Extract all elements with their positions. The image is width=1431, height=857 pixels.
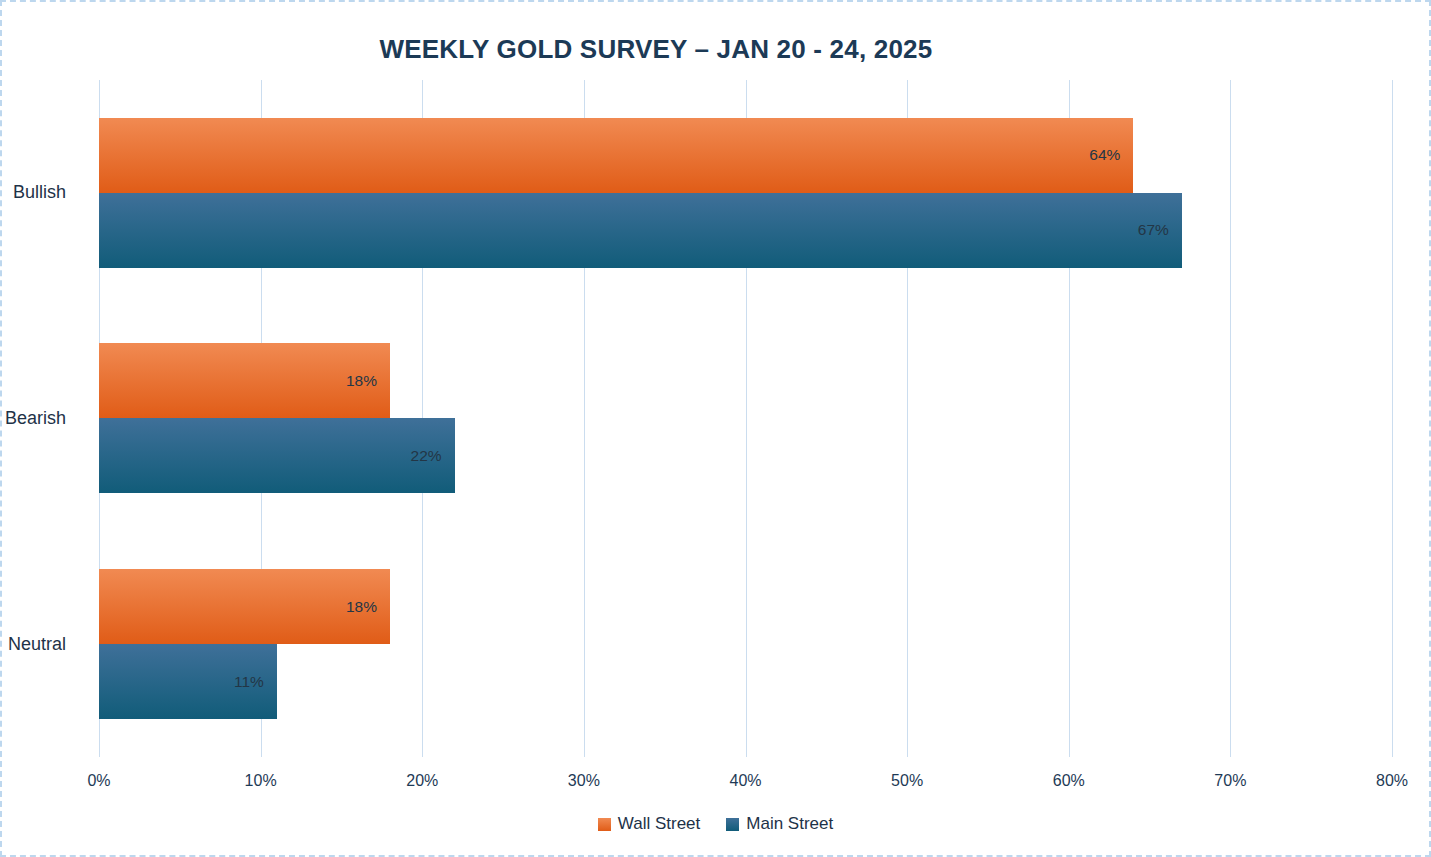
x-axis-tick-label: 40% (729, 772, 761, 790)
category-band-bearish: 18% 22% (99, 306, 1392, 532)
legend-swatch-wall-street (598, 818, 611, 831)
legend: Wall Street Main Street (2, 814, 1429, 834)
x-axis: 0%10%20%30%40%50%60%70%80% (99, 772, 1392, 794)
x-axis-tick-label: 0% (87, 772, 110, 790)
category-axis: BullishBearishNeutral (2, 80, 82, 757)
bar-main-street-bullish: 67% (99, 193, 1182, 268)
legend-item-wall-street: Wall Street (598, 814, 701, 834)
legend-item-main-street: Main Street (726, 814, 833, 834)
x-axis-tick-label: 30% (568, 772, 600, 790)
bar-wall-street-neutral: 18% (99, 569, 390, 644)
category-band-neutral: 18% 11% (99, 531, 1392, 757)
chart-canvas: WEEKLY GOLD SURVEY – JAN 20 - 24, 2025 6… (0, 0, 1431, 857)
bar-value-label: 22% (411, 447, 442, 465)
x-axis-tick-label: 70% (1214, 772, 1246, 790)
bar-group: 18% 22% (99, 343, 1392, 493)
bar-group: 18% 11% (99, 569, 1392, 719)
bar-value-label: 64% (1089, 146, 1120, 164)
bar-wall-street-bullish: 64% (99, 118, 1133, 193)
bar-group: 64% 67% (99, 118, 1392, 268)
category-label-bullish: Bullish (2, 80, 82, 306)
legend-swatch-main-street (726, 818, 739, 831)
legend-label: Main Street (746, 814, 833, 834)
plot-area: 64% 67% 18% 22% 18% 11% (99, 80, 1392, 757)
x-axis-tick-label: 80% (1376, 772, 1408, 790)
legend-label: Wall Street (618, 814, 701, 834)
x-axis-tick-label: 10% (245, 772, 277, 790)
bar-main-street-neutral: 11% (99, 644, 277, 719)
bar-value-label: 11% (234, 673, 264, 691)
x-axis-tick-label: 20% (406, 772, 438, 790)
bar-value-label: 18% (346, 598, 377, 616)
category-label-bearish: Bearish (2, 306, 82, 532)
bar-value-label: 67% (1138, 221, 1169, 239)
x-axis-tick-label: 50% (891, 772, 923, 790)
category-band-bullish: 64% 67% (99, 80, 1392, 306)
bar-value-label: 18% (346, 372, 377, 390)
category-label-neutral: Neutral (2, 531, 82, 757)
x-axis-tick-label: 60% (1053, 772, 1085, 790)
bar-wall-street-bearish: 18% (99, 343, 390, 418)
gridline (1392, 80, 1393, 757)
chart-title: WEEKLY GOLD SURVEY – JAN 20 - 24, 2025 (2, 34, 1310, 65)
bar-main-street-bearish: 22% (99, 418, 455, 493)
